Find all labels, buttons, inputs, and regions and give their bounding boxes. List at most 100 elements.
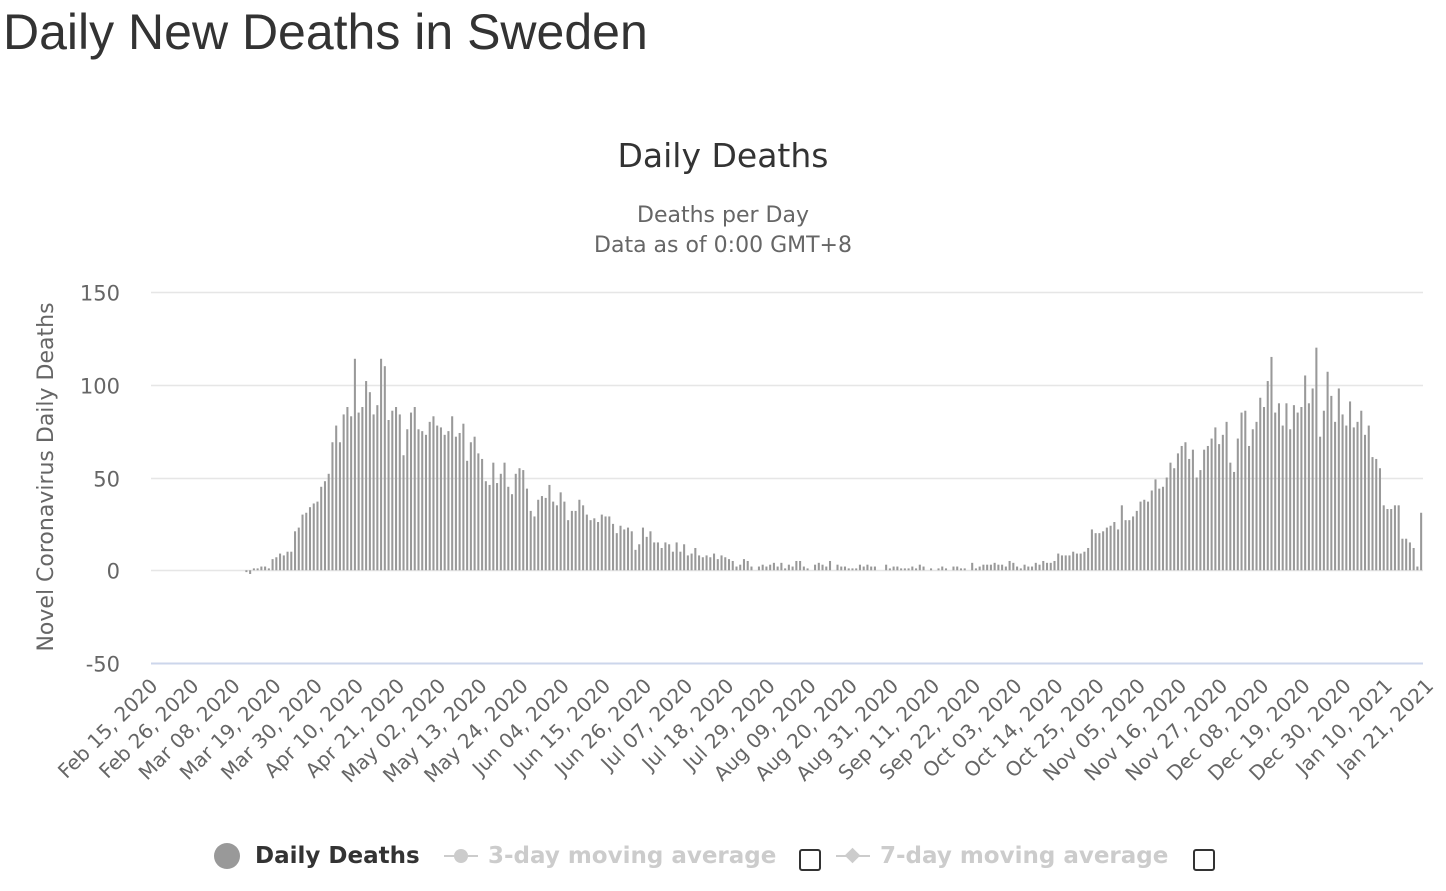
bar[interactable] [986, 564, 989, 571]
bar[interactable] [1371, 457, 1374, 571]
bar[interactable] [1225, 421, 1228, 571]
bar[interactable] [563, 501, 566, 571]
bar[interactable] [357, 412, 360, 571]
bar[interactable] [814, 564, 817, 571]
bar[interactable] [1277, 403, 1280, 571]
bar[interactable] [380, 358, 383, 571]
bar[interactable] [1218, 444, 1221, 571]
bar[interactable] [365, 381, 368, 571]
bar[interactable] [589, 520, 592, 571]
bar[interactable] [1206, 445, 1209, 571]
bar[interactable] [1161, 486, 1165, 571]
bar[interactable] [1072, 551, 1075, 571]
bar[interactable] [1405, 538, 1408, 571]
bar[interactable] [1397, 505, 1400, 571]
bar[interactable] [1262, 407, 1266, 571]
bar[interactable] [941, 566, 944, 571]
bar[interactable] [851, 568, 854, 571]
bar[interactable] [1117, 529, 1120, 571]
bar[interactable] [776, 566, 779, 571]
bar[interactable] [1266, 381, 1269, 571]
bar[interactable] [1330, 395, 1333, 571]
bar[interactable] [548, 484, 551, 571]
bar[interactable] [578, 499, 581, 571]
bar[interactable] [466, 460, 469, 571]
bar[interactable] [1203, 449, 1206, 571]
bar[interactable] [428, 421, 431, 571]
bar[interactable] [982, 564, 985, 571]
bar[interactable] [780, 562, 783, 571]
bar[interactable] [417, 429, 420, 571]
bar[interactable] [918, 564, 921, 571]
bar[interactable] [686, 555, 689, 571]
bar[interactable] [963, 568, 966, 571]
bar[interactable] [1315, 347, 1318, 571]
bar[interactable] [301, 514, 304, 571]
bar[interactable] [720, 555, 723, 571]
bar[interactable] [634, 549, 637, 571]
bar[interactable] [1045, 562, 1049, 571]
bar[interactable] [731, 560, 734, 571]
bar[interactable] [1034, 562, 1037, 571]
bar[interactable] [911, 566, 914, 571]
bar[interactable] [944, 568, 948, 571]
bar[interactable] [275, 557, 278, 571]
bar[interactable] [866, 564, 869, 571]
bar[interactable] [462, 423, 465, 571]
bar[interactable] [1304, 375, 1307, 571]
bar[interactable] [1120, 505, 1123, 571]
bar[interactable] [840, 566, 843, 571]
bar[interactable] [335, 425, 338, 571]
bar[interactable] [290, 551, 293, 571]
bar[interactable] [1150, 490, 1153, 571]
bar[interactable] [499, 473, 502, 571]
bar[interactable] [612, 523, 615, 571]
bar[interactable] [552, 501, 555, 571]
bar[interactable] [432, 416, 435, 571]
bar[interactable] [402, 455, 405, 571]
bar[interactable] [1016, 566, 1019, 571]
bar[interactable] [765, 566, 768, 571]
bar[interactable] [436, 425, 439, 571]
bar[interactable] [514, 473, 517, 571]
bar[interactable] [1038, 564, 1041, 571]
bar[interactable] [836, 564, 839, 571]
bar[interactable] [1248, 445, 1251, 571]
bar[interactable] [727, 559, 731, 571]
bar[interactable] [1375, 458, 1378, 571]
bar[interactable] [930, 568, 933, 571]
bar[interactable] [1139, 501, 1142, 571]
bar[interactable] [1352, 427, 1355, 571]
bar[interactable] [1180, 445, 1183, 571]
bar[interactable] [1053, 560, 1056, 571]
bar[interactable] [346, 407, 349, 571]
bar[interactable] [1064, 555, 1067, 571]
bar[interactable] [245, 570, 248, 573]
bar[interactable] [1356, 421, 1359, 571]
bar[interactable] [368, 392, 371, 571]
bar[interactable] [630, 531, 633, 571]
bar[interactable] [739, 564, 742, 571]
bar[interactable] [641, 527, 644, 571]
bar[interactable] [645, 536, 648, 571]
bar[interactable] [915, 568, 918, 571]
bar[interactable] [510, 494, 514, 571]
bar[interactable] [305, 512, 308, 571]
bar[interactable] [507, 486, 510, 571]
bar[interactable] [1345, 425, 1348, 571]
bar[interactable] [956, 566, 959, 571]
bar[interactable] [1031, 566, 1034, 571]
bar[interactable] [353, 358, 356, 571]
bar[interactable] [1012, 562, 1015, 571]
bar[interactable] [1416, 566, 1419, 571]
bar[interactable] [1240, 412, 1243, 571]
bar[interactable] [600, 514, 603, 571]
bar[interactable] [320, 486, 323, 571]
bar[interactable] [724, 557, 727, 571]
bar[interactable] [1322, 410, 1325, 571]
bar[interactable] [828, 560, 832, 571]
bar[interactable] [870, 566, 873, 571]
bar[interactable] [937, 568, 940, 571]
bar[interactable] [1004, 566, 1007, 571]
bar[interactable] [540, 496, 543, 571]
